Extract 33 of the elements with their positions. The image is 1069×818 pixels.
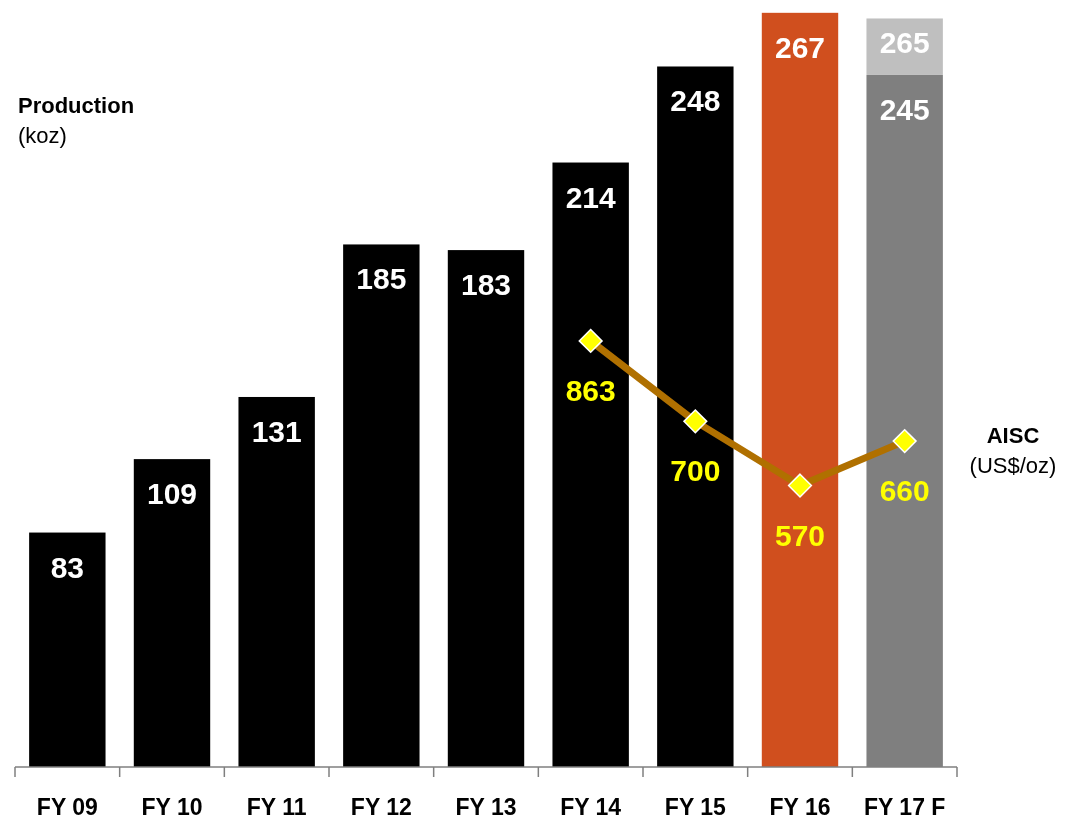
data-label: 245 xyxy=(879,92,930,126)
bar xyxy=(29,532,106,767)
bar xyxy=(343,244,420,767)
data-label: 214 xyxy=(565,180,616,214)
data-label: 183 xyxy=(460,268,512,302)
x-tick-label: FY 09 xyxy=(36,794,98,818)
bar xyxy=(238,396,315,767)
x-tick-label: FY 14 xyxy=(560,794,622,818)
bar xyxy=(552,162,629,767)
y2-axis-title: AISC (US$/oz) xyxy=(969,423,1057,478)
data-label: 185 xyxy=(356,262,407,296)
data-label: 570 xyxy=(774,518,826,552)
y-axis-title: Production (koz) xyxy=(18,93,135,148)
x-tick-label: FY 17 F xyxy=(863,794,946,818)
data-label: 109 xyxy=(146,477,198,511)
total-label: 265 xyxy=(879,26,930,60)
data-label: 660 xyxy=(879,474,930,508)
data-label: 863 xyxy=(565,373,616,407)
bar xyxy=(447,250,525,767)
data-label: 131 xyxy=(251,414,302,448)
x-tick-label: FY 11 xyxy=(246,794,307,818)
x-tick-label: FY 15 xyxy=(664,794,727,818)
bar xyxy=(761,12,839,767)
bar xyxy=(133,459,211,767)
data-label: 267 xyxy=(774,30,826,64)
data-label: 248 xyxy=(670,84,721,118)
data-label: 700 xyxy=(670,454,721,488)
data-label: 83 xyxy=(50,550,85,584)
bar xyxy=(657,66,734,767)
x-tick-label: FY 10 xyxy=(141,794,203,818)
x-tick-label: FY 12 xyxy=(350,794,412,818)
x-tick-label: FY 13 xyxy=(455,794,517,818)
x-tick-label: FY 16 xyxy=(769,794,831,818)
